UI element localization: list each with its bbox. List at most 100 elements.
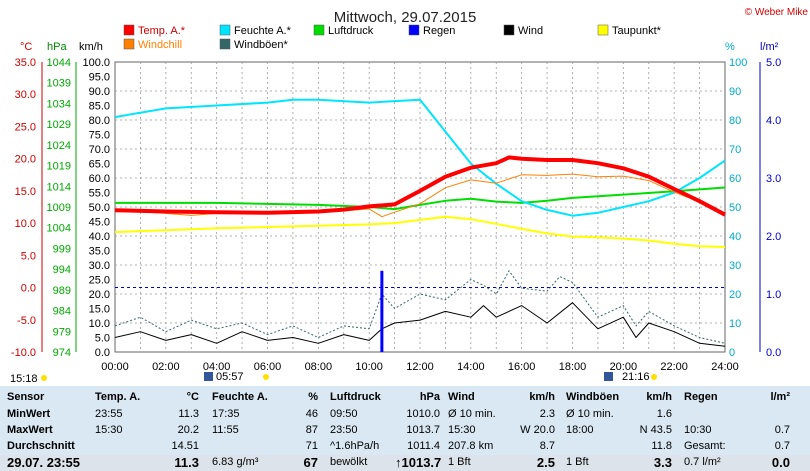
table-cell: 1.6 — [656, 408, 672, 420]
series-line-temp-a — [114, 155, 726, 217]
table-row-avg: Durchschnitt 14.51 71 ^1.6hPa/h 1011.4 207.8 … — [0, 439, 810, 454]
tick-label-temp: 35.0 — [15, 57, 36, 69]
grid — [115, 62, 725, 352]
x-tick-label: 10:00 — [355, 361, 383, 373]
tick-label-temp: -5.0 — [17, 315, 36, 327]
table-cell: 17:35 — [212, 408, 240, 420]
table-cell: 15:30 — [448, 424, 476, 436]
table-cell: Gesamt: — [684, 440, 726, 452]
tick-label-temp: 10.0 — [15, 218, 36, 230]
tick-label-pressure: 974 — [53, 347, 71, 359]
tick-label-rain: 3.0 — [766, 173, 781, 185]
table-cell: 0.0 — [771, 455, 790, 470]
table-cell: 20.2 — [177, 424, 199, 436]
series-line-luftdruck — [115, 186, 726, 211]
legend-label: Regen — [423, 25, 455, 37]
tick-label-wind: 85.0 — [89, 101, 110, 113]
table-cell: 09:50 — [330, 408, 358, 420]
table-cell: ^1.6hPa/h — [330, 440, 380, 452]
tick-label-pressure: 1034 — [47, 98, 71, 110]
sunrise-time: 05:57 — [216, 371, 244, 383]
x-tick-label: 22:00 — [660, 361, 688, 373]
series-line-taupunkt — [114, 215, 726, 248]
tick-label-temp: 5.0 — [21, 250, 36, 262]
tick-label-pressure: 1004 — [47, 223, 71, 235]
tick-label-wind: 60.0 — [89, 173, 110, 185]
table-header-cell: km/h — [646, 391, 672, 403]
table-cell: 67 — [303, 455, 318, 470]
table-cell: 2.3 — [539, 408, 555, 420]
tick-label-pressure: 1019 — [47, 161, 71, 173]
legend-label: Windchill — [138, 39, 182, 51]
axes: 35.0 30.0 25.0 20.0 15.0 10.0 5.0 0.0 -5.0 -10.0 1… — [11, 57, 781, 359]
tick-label-humidity: 30 — [729, 260, 741, 272]
legend-swatch — [313, 24, 325, 36]
unit-pressure: hPa — [47, 41, 67, 53]
tick-label-wind: 30.0 — [89, 260, 110, 272]
tick-label-wind: 10.0 — [89, 318, 110, 330]
legend-swatch — [219, 38, 231, 50]
table-cell: ↑1013.7 — [395, 455, 442, 470]
table-cell: Ø 10 min. — [566, 408, 614, 420]
tick-label-pressure: 1014 — [47, 181, 71, 193]
series-line-feuchte-a — [114, 98, 726, 217]
x-tick-label: 14:00 — [457, 361, 485, 373]
tick-label-humidity: 0 — [729, 347, 735, 359]
series-line-windböen — [114, 270, 726, 344]
tick-label-humidity: 10 — [729, 318, 741, 330]
x-tick-label: 00:00 — [101, 361, 129, 373]
legend-label: Feuchte A.* — [234, 25, 292, 37]
tick-label-wind: 70.0 — [89, 144, 110, 156]
sunset-time: 21:16 — [622, 371, 650, 383]
axis-units: °C hPa km/h% l/m² — [20, 41, 779, 53]
table-cell: 0.7 — [774, 440, 790, 452]
copyright-text: © Weber Mike — [745, 7, 809, 18]
table-cell: Durchschnitt — [7, 440, 75, 452]
tick-label-wind: 80.0 — [89, 115, 110, 127]
rain-bar — [380, 270, 384, 352]
tick-label-humidity: 40 — [729, 231, 741, 243]
legend-swatch — [219, 24, 231, 36]
table-cell: 8.7 — [539, 440, 555, 452]
tick-label-pressure: 1029 — [47, 119, 71, 131]
tick-label-pressure: 1024 — [47, 140, 71, 152]
tick-label-temp: 15.0 — [15, 186, 36, 198]
tick-label-temp: 30.0 — [15, 89, 36, 101]
sunrise-icon — [204, 372, 213, 381]
x-tick-label: 24:00 — [711, 361, 739, 373]
time-markers: 15:18 05:57 21:16 — [10, 371, 657, 385]
tick-label-humidity: 100 — [729, 57, 747, 69]
x-tick-label: 18:00 — [559, 361, 587, 373]
chart-title: Mittwoch, 29.07.2015 — [334, 9, 477, 26]
unit-wind: km/h — [79, 41, 103, 53]
stats-table: Sensor Temp. A. °C Feuchte A.% Luftdruck hPa W… — [0, 386, 810, 471]
weather-chart: Mittwoch, 29.07.2015 © Weber Mike Temp. … — [10, 7, 809, 385]
tick-label-rain: 4.0 — [766, 115, 781, 127]
table-header-cell: l/m² — [770, 391, 790, 403]
x-tick-label: 08:00 — [305, 361, 333, 373]
table-cell: 207.8 km — [448, 440, 494, 452]
x-tick-label: 12:00 — [406, 361, 434, 373]
x-tick-label: 02:00 — [152, 361, 180, 373]
tick-label-wind: 40.0 — [89, 231, 110, 243]
table-cell: 1010.0 — [406, 408, 440, 420]
table-header-cell: Sensor — [7, 391, 45, 403]
table-cell: 23:55 — [95, 408, 123, 420]
table-row-last: 29.07. 23:55 11.3 6.83 g/m³ 67 bewölkt ↑1013.… — [0, 455, 810, 471]
table-cell: N 43.5 — [639, 424, 672, 436]
x-axis-ticks: 00:00 02:00 04:00 06:00 08:00 10:00 12:00 14:00… — [101, 361, 739, 373]
table-cell: 11.3 — [178, 408, 199, 420]
sun-icon — [263, 374, 269, 380]
tick-label-pressure: 1009 — [47, 202, 71, 214]
tick-label-wind: 95.0 — [89, 72, 110, 84]
tick-label-pressure: 1044 — [47, 57, 71, 69]
table-cell: Ø 10 min. — [448, 408, 496, 420]
tick-label-wind: 20.0 — [89, 289, 110, 301]
table-cell: 2.5 — [536, 455, 555, 470]
tick-label-temp: 25.0 — [15, 121, 36, 133]
tick-label-pressure: 999 — [53, 243, 71, 255]
legend-swatch — [503, 24, 515, 36]
tick-label-temp: 0.0 — [21, 283, 36, 295]
table-header-cell: Temp. A. — [95, 391, 141, 403]
table-header-cell: °C — [186, 391, 199, 403]
